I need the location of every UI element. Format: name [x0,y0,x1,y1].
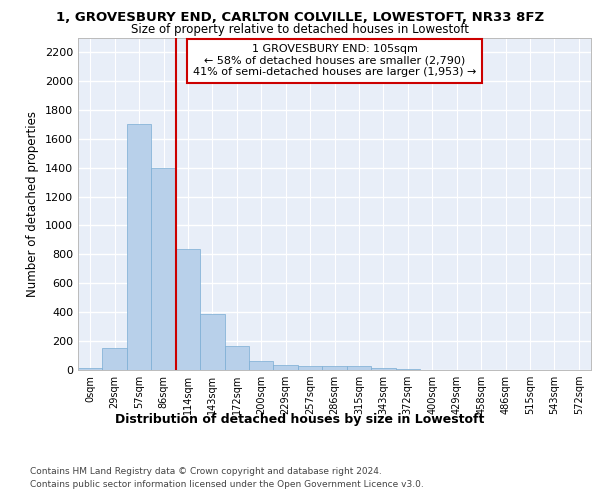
Bar [395,368,420,370]
Bar [347,366,371,370]
Bar [224,346,249,370]
Bar [200,314,224,370]
Bar [371,368,395,370]
Bar [127,124,151,370]
Text: 1, GROVESBURY END, CARLTON COLVILLE, LOWESTOFT, NR33 8FZ: 1, GROVESBURY END, CARLTON COLVILLE, LOW… [56,11,544,24]
Bar [298,366,322,370]
Bar [103,348,127,370]
Text: Size of property relative to detached houses in Lowestoft: Size of property relative to detached ho… [131,22,469,36]
Bar [151,168,176,370]
Bar [176,250,200,370]
Bar [249,360,274,370]
Y-axis label: Number of detached properties: Number of detached properties [26,111,40,296]
Text: Contains HM Land Registry data © Crown copyright and database right 2024.: Contains HM Land Registry data © Crown c… [30,468,382,476]
Text: Distribution of detached houses by size in Lowestoft: Distribution of detached houses by size … [115,412,485,426]
Text: 1 GROVESBURY END: 105sqm
← 58% of detached houses are smaller (2,790)
41% of sem: 1 GROVESBURY END: 105sqm ← 58% of detach… [193,44,476,78]
Text: Contains public sector information licensed under the Open Government Licence v3: Contains public sector information licen… [30,480,424,489]
Bar [78,368,103,370]
Bar [322,366,347,370]
Bar [274,364,298,370]
